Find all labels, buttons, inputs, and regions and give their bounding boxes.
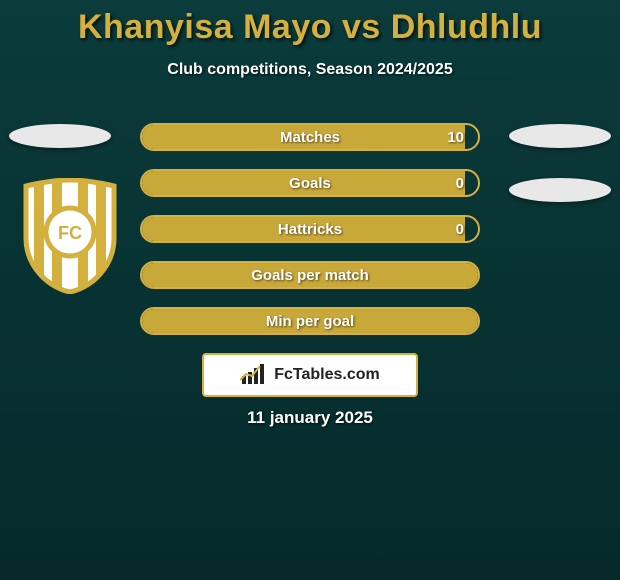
- crest-fc-text: FC: [58, 223, 82, 243]
- stat-row-goals: Goals 0: [140, 169, 480, 197]
- stat-label: Matches: [142, 125, 478, 149]
- stats-container: Matches 10 Goals 0 Hattricks 0 Goals per…: [140, 123, 480, 353]
- stat-row-hattricks: Hattricks 0: [140, 215, 480, 243]
- brand-chart-icon: [240, 364, 268, 386]
- stat-label: Goals per match: [142, 263, 478, 287]
- stat-row-matches: Matches 10: [140, 123, 480, 151]
- stat-value: 10: [447, 125, 464, 149]
- stat-row-min-per-goal: Min per goal: [140, 307, 480, 335]
- page-title: Khanyisa Mayo vs Dhludhlu: [0, 0, 620, 47]
- player1-photo-placeholder: [9, 124, 111, 148]
- stat-label: Hattricks: [142, 217, 478, 241]
- footer-date: 11 january 2025: [0, 408, 620, 428]
- page-subtitle: Club competitions, Season 2024/2025: [0, 61, 620, 79]
- stat-label: Min per goal: [142, 309, 478, 333]
- brand-text: FcTables.com: [274, 366, 380, 384]
- player2-photo-placeholder-1: [509, 124, 611, 148]
- stat-value: 0: [456, 217, 464, 241]
- player2-photo-placeholder-2: [509, 178, 611, 202]
- stat-value: 0: [456, 171, 464, 195]
- club-crest-icon: FC: [18, 178, 122, 294]
- brand-box[interactable]: FcTables.com: [202, 353, 418, 397]
- stat-row-goals-per-match: Goals per match: [140, 261, 480, 289]
- stat-label: Goals: [142, 171, 478, 195]
